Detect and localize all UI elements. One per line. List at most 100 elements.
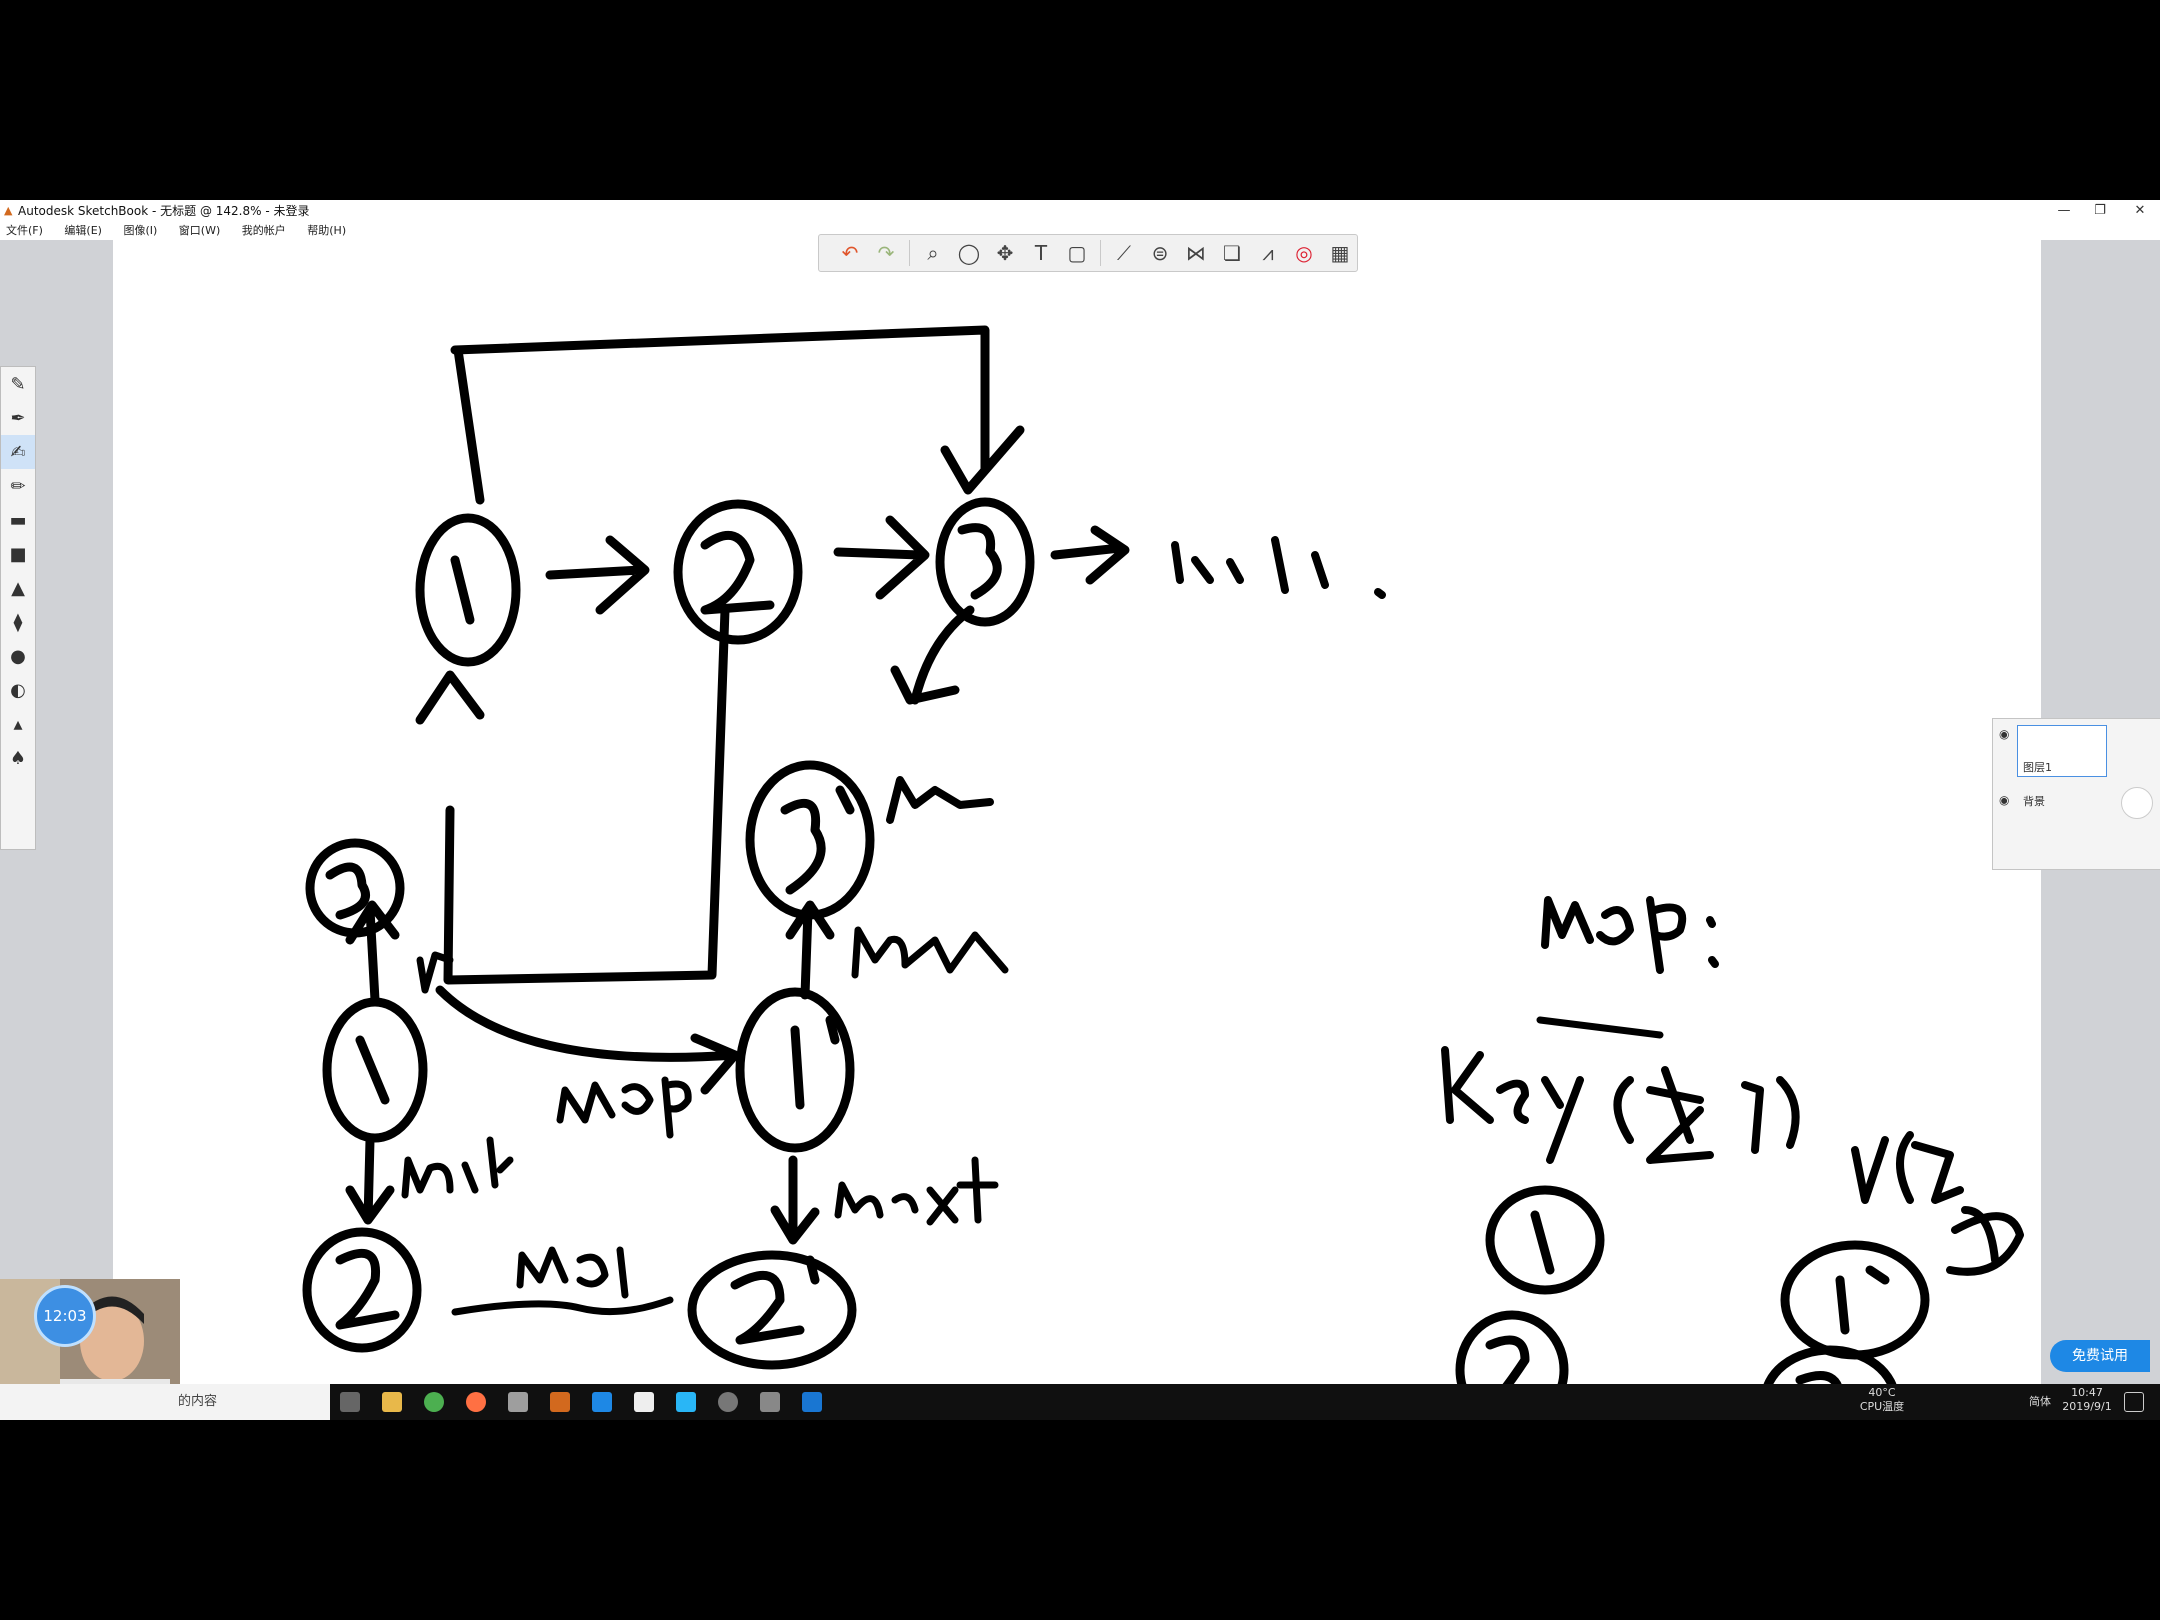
clock[interactable]: 10:47 2019/9/1 bbox=[2056, 1386, 2118, 1414]
menu-window[interactable]: 窗口(W) bbox=[178, 224, 221, 237]
airbrush-icon[interactable]: ⧫ bbox=[13, 611, 23, 633]
eraser-icon[interactable]: ▬ bbox=[9, 509, 27, 531]
node-3-digit bbox=[957, 523, 1002, 600]
arrow-3-null bbox=[1050, 525, 1130, 585]
lasso-icon[interactable]: ◯ bbox=[957, 241, 981, 265]
node-2prime-digit bbox=[730, 1255, 820, 1345]
app-icon[interactable] bbox=[718, 1392, 738, 1412]
layer-row[interactable]: ◉ 图层1 bbox=[1993, 719, 2160, 779]
background-color-swatch[interactable] bbox=[2121, 787, 2153, 819]
temperature-value: 40°C bbox=[1868, 1386, 1896, 1399]
brush-library-icon[interactable]: ⩘ bbox=[1262, 241, 1274, 265]
map-value-node-2prime-circle bbox=[1762, 1345, 1898, 1386]
ink-icon[interactable]: ♠ bbox=[9, 747, 27, 769]
map-value-node-2prime-digit bbox=[1795, 1371, 1848, 1386]
toolbar-divider bbox=[909, 240, 910, 266]
copy-paste-icon[interactable]: ❏ bbox=[1223, 241, 1241, 265]
window-titlebar: ▲ Autodesk SketchBook - 无标题 @ 142.8% - 未… bbox=[0, 200, 2160, 222]
arrow-1-2 bbox=[545, 535, 650, 615]
copy-box-stroke bbox=[443, 605, 730, 985]
null-3prime-strokes bbox=[886, 776, 994, 824]
layer-thumbnail bbox=[2017, 725, 2107, 777]
map-label-strokes bbox=[556, 1076, 692, 1139]
layer-row[interactable]: ◉ 背景 bbox=[1993, 785, 2160, 845]
crop-icon[interactable]: ▢ bbox=[1067, 241, 1087, 265]
move-icon[interactable]: ✥ bbox=[996, 241, 1014, 265]
map-bottom-label-strokes bbox=[516, 1246, 629, 1299]
menu-image[interactable]: 图像(I) bbox=[123, 224, 158, 237]
redo-icon[interactable]: ↷ bbox=[877, 241, 895, 265]
minimize-button[interactable]: — bbox=[2057, 203, 2071, 218]
color-wheel-icon[interactable]: ◎ bbox=[1295, 241, 1313, 265]
pen-icon[interactable]: ✍ bbox=[1, 435, 35, 469]
symmetry-icon[interactable]: ⋈ bbox=[1186, 241, 1206, 265]
brush-icon[interactable]: ✒ bbox=[10, 407, 26, 429]
firefox-icon[interactable] bbox=[466, 1392, 486, 1412]
notepad-icon[interactable] bbox=[634, 1392, 654, 1412]
file-explorer-icon[interactable] bbox=[382, 1392, 402, 1412]
task-view-icon[interactable] bbox=[340, 1392, 360, 1412]
windows-taskbar: 的内容 40°C CPU温度 简体 10:47 2019/9/1 bbox=[0, 1384, 2160, 1420]
node-1prime-digit bbox=[790, 1015, 840, 1110]
search-placeholder: 的内容 bbox=[178, 1394, 218, 1409]
eye-icon[interactable]: ◉ bbox=[1999, 727, 2010, 741]
node-3-circle bbox=[935, 497, 1035, 627]
pencil-icon[interactable]: ✏ bbox=[10, 475, 26, 497]
app-icon[interactable] bbox=[760, 1392, 780, 1412]
arrow-3-3prime bbox=[890, 605, 975, 705]
ime-indicator[interactable]: 简体 bbox=[2029, 1395, 2051, 1408]
menu-file[interactable]: 文件(F) bbox=[6, 224, 43, 237]
layer-editor: ◉ 图层1 ◉ 背景 bbox=[1992, 718, 2160, 870]
node-2prime-circle bbox=[687, 1250, 857, 1370]
app-icon[interactable] bbox=[592, 1392, 612, 1412]
taskbar-search[interactable]: 的内容 bbox=[0, 1384, 330, 1420]
text-icon[interactable]: T bbox=[1034, 241, 1048, 265]
node-3-small-digit bbox=[325, 862, 370, 920]
arrow-2-3 bbox=[833, 515, 930, 600]
menu-account[interactable]: 我的帐户 bbox=[241, 224, 286, 237]
eye-icon[interactable]: ◉ bbox=[1999, 793, 2010, 807]
smudge-icon[interactable]: ● bbox=[10, 645, 26, 667]
edge-icon[interactable] bbox=[802, 1392, 822, 1412]
ellipse-guide-icon[interactable]: ⊜ bbox=[1151, 241, 1169, 265]
sketchbook-icon[interactable] bbox=[550, 1392, 570, 1412]
ruler-icon[interactable]: ⟋ bbox=[1117, 241, 1131, 265]
menu-edit[interactable]: 编辑(E) bbox=[64, 224, 102, 237]
close-button[interactable]: ✕ bbox=[2134, 203, 2146, 218]
node-1-circle bbox=[415, 513, 521, 667]
drawing-canvas[interactable] bbox=[113, 238, 2041, 1386]
free-trial-button[interactable]: 免费试用 bbox=[2050, 1340, 2150, 1372]
node-2-circle bbox=[673, 499, 803, 645]
key-label-strokes bbox=[1441, 1046, 1800, 1164]
zoom-icon[interactable]: ⌕ bbox=[927, 241, 939, 265]
recording-timer: 12:03 bbox=[34, 1285, 96, 1347]
null-text-strokes bbox=[1171, 536, 1386, 599]
fill-icon[interactable]: ■ bbox=[9, 543, 27, 565]
chrome-icon[interactable] bbox=[424, 1392, 444, 1412]
brush-icon[interactable]: ✎ bbox=[10, 373, 26, 395]
next-label-strokes bbox=[401, 1136, 514, 1199]
window-title: Autodesk SketchBook - 无标题 @ 142.8% - 未登录 bbox=[18, 204, 310, 218]
cpu-temperature: 40°C CPU温度 bbox=[1852, 1386, 1912, 1414]
node-1-digit bbox=[450, 555, 475, 625]
marker-icon[interactable]: ▲ bbox=[11, 577, 25, 599]
app-icon[interactable] bbox=[508, 1392, 528, 1412]
bracket-left-stroke bbox=[453, 345, 485, 505]
map-key-node-1-circle bbox=[1485, 1185, 1605, 1295]
maximize-button[interactable]: ❐ bbox=[2094, 203, 2106, 218]
blur-icon[interactable]: ◐ bbox=[10, 679, 26, 701]
notification-icon[interactable] bbox=[2124, 1392, 2144, 1412]
menu-bar: 文件(F) 编辑(E) 图像(I) 窗口(W) 我的帐户 帮助(H) bbox=[0, 222, 2160, 240]
clock-date: 2019/9/1 bbox=[2062, 1400, 2112, 1413]
chisel-icon[interactable]: ▴ bbox=[13, 713, 23, 735]
menu-help[interactable]: 帮助(H) bbox=[307, 224, 347, 237]
app-icon[interactable] bbox=[676, 1392, 696, 1412]
map-value-node-1prime-circle bbox=[1780, 1240, 1930, 1360]
hand-drawing bbox=[302, 325, 2024, 1386]
toolbar-divider bbox=[1100, 240, 1101, 266]
temperature-label: CPU温度 bbox=[1859, 1400, 1905, 1413]
node-3prime-circle bbox=[745, 760, 875, 920]
palette-icon[interactable]: ▦ bbox=[1330, 241, 1350, 265]
node-2-bottom-digit bbox=[335, 1248, 400, 1330]
undo-icon[interactable]: ↶ bbox=[841, 241, 859, 265]
